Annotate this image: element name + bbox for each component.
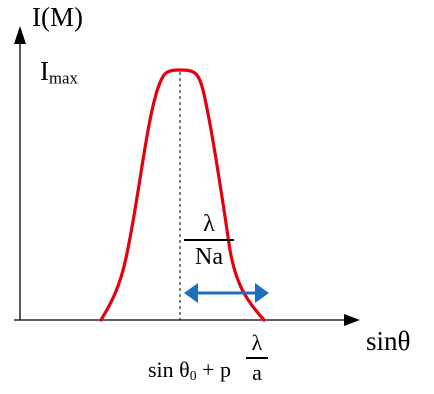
condition-lhs: sin θ0 + p (148, 357, 231, 383)
peak-width-fraction: λ Na (184, 212, 234, 269)
intensity-peak-curve (99, 68, 266, 322)
width-arrow-left-head (184, 283, 198, 303)
x-axis-label: sinθ (366, 326, 411, 356)
condition-fraction: λ a (246, 332, 268, 384)
condition-denominator: a (252, 359, 262, 385)
y-axis-label: I(M) (32, 2, 83, 32)
fraction-bar (246, 357, 268, 359)
peak-width-numerator: λ (203, 211, 215, 237)
condition-numerator: λ (251, 330, 263, 355)
fraction-bar (184, 239, 234, 241)
peak-width-denominator: Na (195, 243, 223, 270)
x-axis-arrowhead (344, 314, 360, 326)
width-arrow-right-head (255, 283, 269, 303)
max-intensity-label: Imax (40, 56, 78, 88)
y-axis-arrowhead (14, 26, 26, 44)
